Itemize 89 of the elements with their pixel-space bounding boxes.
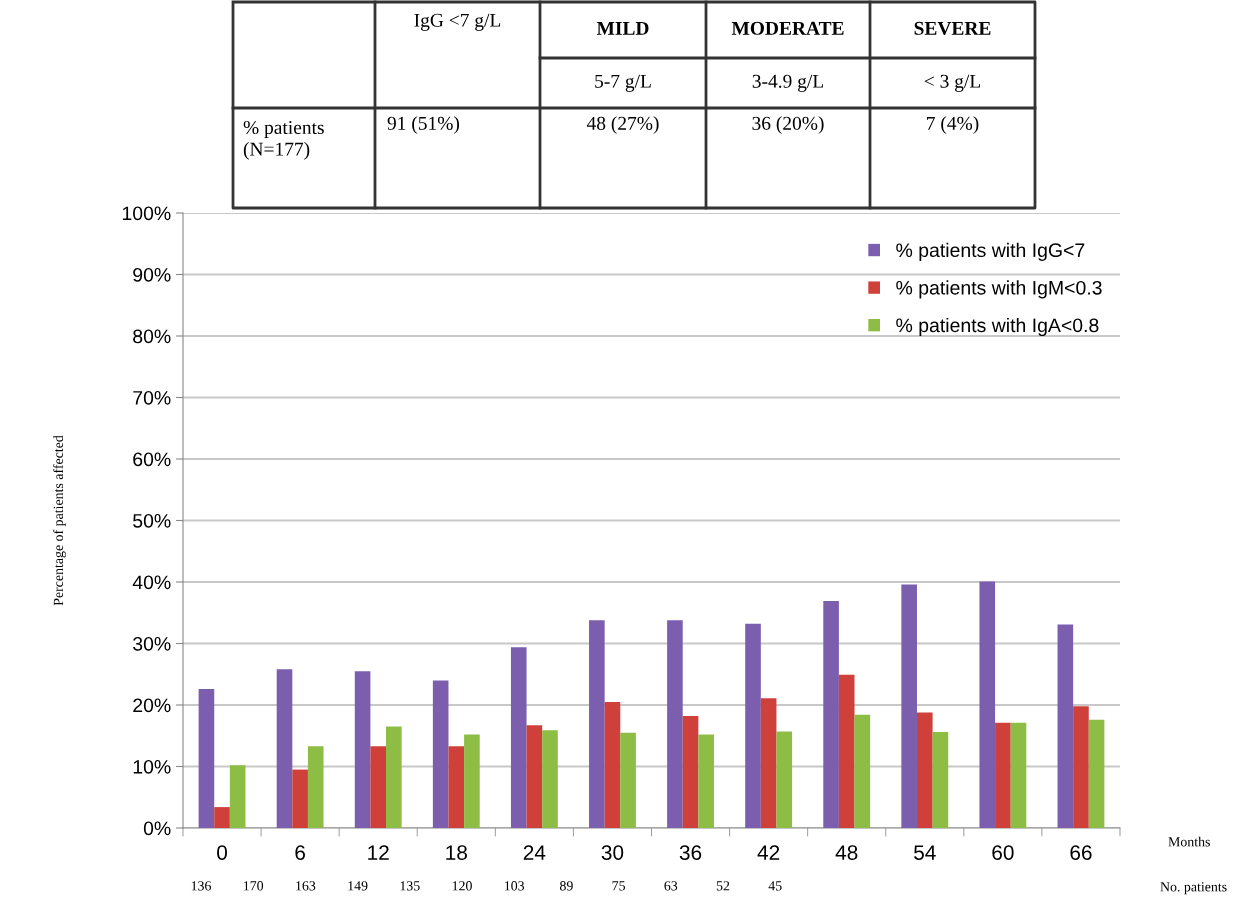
x-tick-label: 0 bbox=[217, 845, 228, 860]
bar bbox=[995, 722, 1011, 828]
text: 91 (51%) bbox=[387, 116, 460, 134]
text: No. patients bbox=[1160, 882, 1227, 895]
bar bbox=[698, 734, 714, 828]
bar bbox=[776, 731, 793, 828]
x-tick-label: 66 bbox=[1070, 845, 1092, 860]
y-axis-title: Percentage of patients affected bbox=[53, 435, 66, 606]
text: IgG <7 g/L bbox=[414, 13, 501, 31]
bar bbox=[386, 726, 402, 828]
text: SEVERE bbox=[914, 21, 991, 35]
text: 75 bbox=[612, 881, 625, 891]
x-tick-label: 48 bbox=[835, 845, 858, 860]
bar bbox=[1073, 706, 1089, 828]
text: 135 bbox=[400, 881, 420, 891]
y-tick-label: 70% bbox=[133, 390, 171, 405]
bar bbox=[823, 601, 839, 828]
y-tick-label: 20% bbox=[133, 698, 171, 713]
legend-label: % patients with IgA<0.8 bbox=[896, 317, 1099, 337]
bar bbox=[354, 671, 371, 828]
y-tick-label: 100% bbox=[122, 206, 171, 221]
bar bbox=[620, 732, 636, 828]
x-tick-label: 12 bbox=[368, 845, 389, 860]
x-tick-label: 18 bbox=[446, 845, 467, 860]
bar bbox=[307, 746, 324, 828]
text: 7 (4%) bbox=[927, 116, 979, 134]
bar bbox=[1057, 624, 1074, 828]
text: 36 (20%) bbox=[752, 116, 824, 134]
bar bbox=[1088, 719, 1105, 828]
text: % patients (N=177) bbox=[243, 120, 324, 160]
x-tick-label: 30 bbox=[601, 845, 624, 860]
y-tick-label: 40% bbox=[132, 575, 171, 590]
bar bbox=[229, 765, 246, 828]
bar bbox=[526, 725, 543, 828]
text: 103 bbox=[505, 881, 525, 891]
text: 5-7 g/L bbox=[595, 74, 651, 92]
text: Months bbox=[1168, 836, 1210, 847]
x-tick-label: 54 bbox=[914, 845, 936, 860]
bar bbox=[276, 669, 293, 828]
text: 45 bbox=[768, 881, 782, 891]
bar bbox=[682, 716, 699, 828]
bar bbox=[292, 769, 308, 828]
y-tick-label: 50% bbox=[133, 513, 171, 528]
bar bbox=[745, 623, 761, 828]
legend-label: % patients with IgG<7 bbox=[896, 242, 1085, 261]
bar bbox=[901, 584, 917, 828]
bar bbox=[464, 734, 480, 828]
text: 170 bbox=[244, 881, 264, 891]
x-tick-label: 42 bbox=[757, 845, 780, 860]
text: MILD bbox=[596, 21, 649, 35]
x-tick-label: 36 bbox=[679, 845, 702, 860]
y-tick-label: 90% bbox=[133, 267, 171, 282]
text: MODERATE bbox=[731, 21, 844, 35]
x-tick-label: 24 bbox=[523, 845, 546, 860]
text: 163 bbox=[296, 881, 316, 891]
legend-label: % patients with IgM<0.3 bbox=[896, 280, 1102, 299]
bar bbox=[214, 807, 230, 828]
bar bbox=[589, 620, 605, 828]
text: 3-4.9 g/L bbox=[752, 74, 824, 92]
text: < 3 g/L bbox=[924, 74, 981, 92]
bar bbox=[838, 674, 855, 828]
y-tick-label: 80% bbox=[133, 329, 171, 344]
bar bbox=[760, 698, 777, 828]
bar bbox=[448, 746, 465, 828]
bar bbox=[932, 732, 949, 828]
text: 52 bbox=[716, 881, 730, 891]
bar bbox=[667, 620, 683, 828]
text: 48 (27%) bbox=[586, 116, 659, 134]
bar bbox=[510, 647, 527, 828]
text: 136 bbox=[191, 881, 211, 891]
bar bbox=[916, 712, 933, 828]
x-tick-label: 60 bbox=[992, 845, 1014, 860]
y-tick-label: 30% bbox=[133, 636, 171, 651]
text: 120 bbox=[452, 881, 472, 891]
bar bbox=[198, 689, 215, 828]
text: 89 bbox=[559, 881, 573, 891]
bar bbox=[432, 680, 449, 828]
bar bbox=[542, 730, 558, 828]
bar bbox=[370, 746, 387, 828]
bar bbox=[854, 714, 871, 828]
y-tick-label: 60% bbox=[133, 452, 171, 467]
bar bbox=[604, 701, 621, 828]
text: 63 bbox=[664, 881, 678, 891]
y-tick-label: 10% bbox=[133, 759, 171, 774]
text: 149 bbox=[348, 881, 368, 891]
x-tick-label: 6 bbox=[295, 845, 305, 860]
bar bbox=[979, 581, 996, 828]
bar bbox=[1010, 722, 1027, 828]
y-tick-label: 0% bbox=[143, 821, 171, 836]
